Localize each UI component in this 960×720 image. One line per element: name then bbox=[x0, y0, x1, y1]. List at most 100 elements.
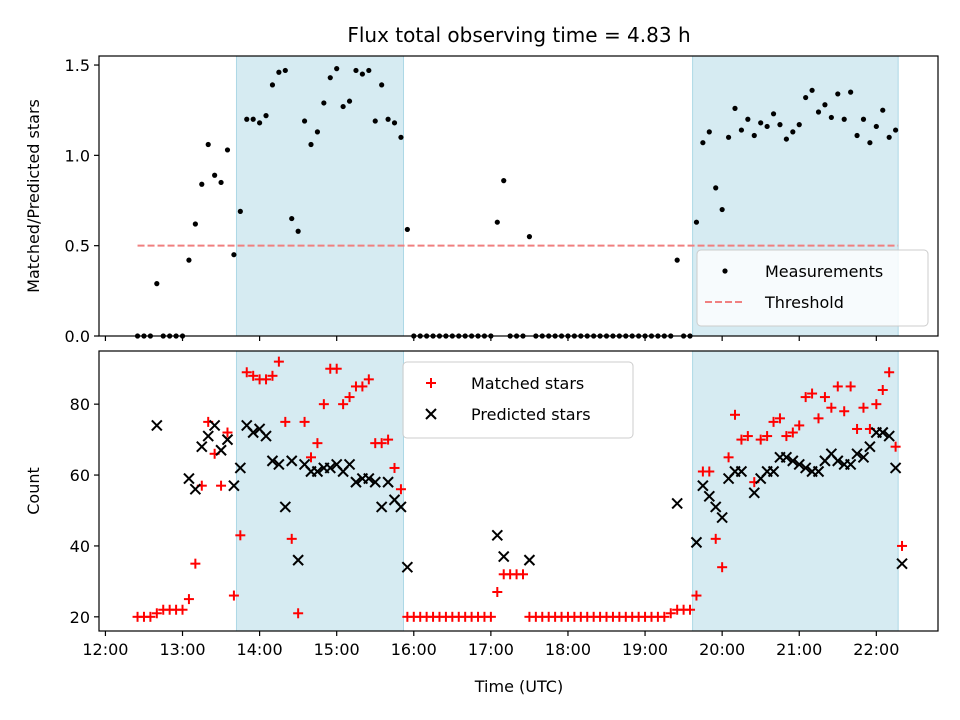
chart-title: Flux total observing time = 4.83 h bbox=[347, 23, 690, 47]
series-measurements bbox=[134, 66, 899, 339]
data-point bbox=[812, 465, 825, 478]
data-point bbox=[331, 363, 342, 374]
data-point bbox=[498, 550, 510, 563]
data-point bbox=[250, 116, 256, 122]
series-predicted-stars bbox=[151, 419, 908, 573]
data-point bbox=[190, 558, 201, 569]
shaded-interval bbox=[235, 55, 405, 337]
data-point bbox=[269, 82, 276, 88]
data-point bbox=[762, 431, 773, 442]
data-point bbox=[338, 399, 349, 410]
data-point bbox=[889, 462, 902, 474]
data-point bbox=[832, 455, 844, 467]
data-point bbox=[886, 134, 892, 140]
data-point bbox=[289, 215, 295, 222]
data-point bbox=[826, 402, 837, 413]
data-point bbox=[523, 554, 536, 566]
data-point bbox=[710, 501, 722, 513]
data-point bbox=[383, 434, 394, 445]
y-tick-label: 1.0 bbox=[65, 146, 90, 165]
data-point bbox=[221, 433, 234, 446]
data-point bbox=[257, 120, 263, 126]
data-point bbox=[864, 440, 876, 453]
data-point bbox=[860, 116, 867, 122]
data-point bbox=[755, 434, 766, 445]
data-point bbox=[691, 590, 702, 601]
data-point bbox=[848, 89, 854, 95]
data-point bbox=[729, 409, 740, 420]
data-point bbox=[391, 120, 398, 126]
data-point bbox=[494, 219, 500, 225]
data-point bbox=[736, 434, 747, 445]
shaded-interval bbox=[692, 350, 899, 632]
data-point bbox=[305, 452, 316, 463]
data-point bbox=[267, 370, 278, 381]
data-point bbox=[299, 416, 310, 427]
data-point bbox=[725, 134, 732, 140]
data-point bbox=[735, 465, 748, 478]
x-tick-label: 18:00 bbox=[545, 640, 591, 659]
data-point bbox=[295, 228, 301, 234]
legend-marker bbox=[425, 408, 437, 420]
data-point bbox=[177, 604, 188, 615]
data-point bbox=[697, 479, 709, 492]
data-point bbox=[807, 388, 818, 399]
axes-frame bbox=[98, 55, 939, 337]
x-tick-label: 16:00 bbox=[391, 640, 437, 659]
data-point bbox=[793, 458, 805, 471]
legend-label: Threshold bbox=[764, 293, 844, 312]
data-point bbox=[492, 587, 503, 598]
data-point bbox=[790, 129, 796, 135]
data-point bbox=[893, 127, 899, 133]
data-point bbox=[768, 416, 779, 427]
data-point bbox=[704, 466, 715, 477]
data-point bbox=[877, 426, 889, 439]
y-tick-label: 60 bbox=[70, 466, 90, 485]
data-point bbox=[871, 399, 882, 410]
data-point bbox=[301, 118, 308, 124]
x-tick-label: 12:00 bbox=[82, 640, 128, 659]
data-point bbox=[713, 185, 719, 191]
data-point bbox=[822, 102, 828, 108]
data-point bbox=[787, 427, 798, 438]
data-point bbox=[273, 458, 285, 471]
data-point bbox=[241, 367, 252, 378]
data-point bbox=[858, 402, 869, 413]
data-point bbox=[228, 479, 240, 492]
data-point bbox=[835, 91, 841, 97]
data-point bbox=[312, 438, 323, 449]
data-point bbox=[196, 440, 208, 453]
data-point bbox=[205, 141, 211, 148]
legend-label: Measurements bbox=[765, 262, 883, 281]
data-point bbox=[800, 392, 811, 403]
data-point bbox=[742, 431, 753, 442]
data-point bbox=[151, 608, 162, 619]
data-point bbox=[192, 221, 198, 227]
x-axis-label: Time (UTC) bbox=[474, 677, 563, 696]
data-point bbox=[286, 455, 298, 467]
x-tick-label: 14:00 bbox=[237, 640, 283, 659]
data-point bbox=[314, 129, 321, 135]
data-point bbox=[703, 490, 716, 503]
data-point bbox=[222, 427, 233, 438]
data-point bbox=[382, 476, 394, 488]
data-point bbox=[719, 206, 725, 213]
data-point bbox=[273, 356, 284, 367]
y-tick-label: 1.5 bbox=[65, 56, 90, 75]
data-point bbox=[671, 497, 683, 510]
data-point bbox=[183, 472, 195, 485]
data-point bbox=[346, 98, 353, 104]
data-point bbox=[877, 384, 888, 395]
data-point bbox=[880, 107, 886, 113]
data-point bbox=[231, 252, 237, 258]
data-point bbox=[685, 604, 696, 615]
data-point bbox=[819, 392, 830, 403]
data-point bbox=[248, 370, 259, 381]
data-point bbox=[828, 114, 834, 121]
data-point bbox=[781, 431, 792, 442]
data-point bbox=[308, 141, 314, 148]
data-point bbox=[723, 452, 734, 463]
data-point bbox=[852, 423, 863, 434]
legend: Measurements Threshold bbox=[696, 249, 929, 327]
